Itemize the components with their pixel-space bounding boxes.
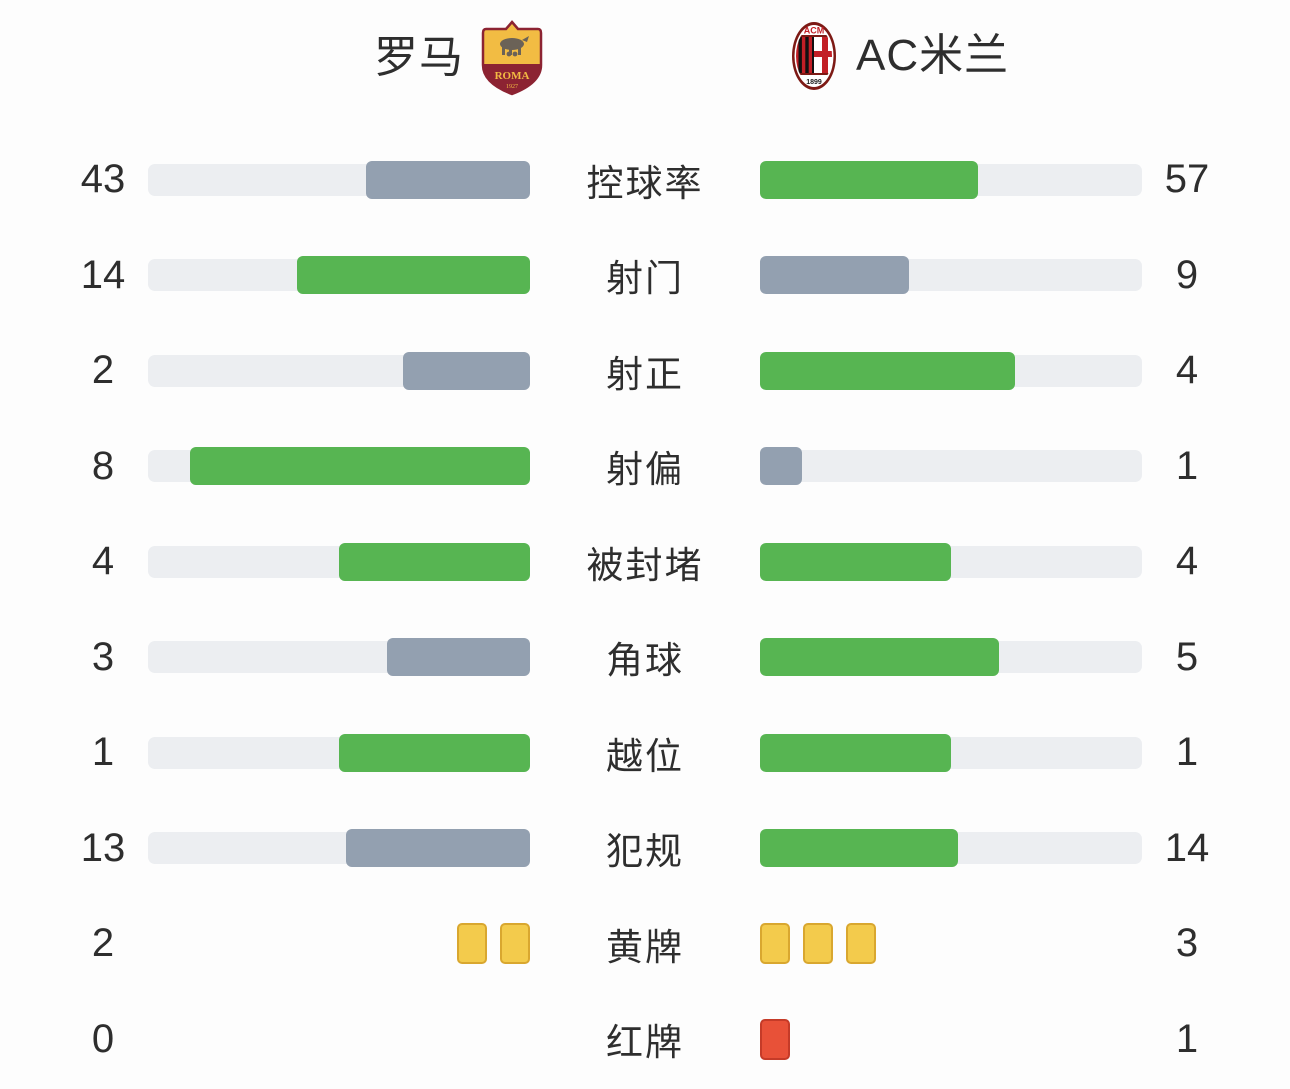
away-value: 5	[1175, 634, 1199, 679]
away-bar-fill	[760, 542, 951, 581]
home-value: 43	[80, 157, 126, 202]
yellow-card-icon	[457, 923, 487, 965]
away-bar-fill	[760, 638, 999, 677]
svg-text:ROMA: ROMA	[495, 70, 530, 82]
away-value: 4	[1175, 539, 1199, 584]
stat-row: 13 犯规 14	[0, 801, 1290, 897]
away-bar-fill	[760, 351, 1015, 390]
away-value: 4	[1175, 348, 1199, 393]
yellow-card-icon	[760, 923, 790, 965]
stats-rows: 43 控球率 57 14 射门 9 2 射正 4 8 射偏 1 4 被封堵 4 3 角球 5 1 越位 1 13 犯规 14 2…	[0, 132, 1290, 1087]
card-row: 2 黄牌 3	[0, 896, 1290, 992]
away-bar-track	[760, 256, 1142, 295]
away-value: 1	[1175, 443, 1199, 488]
stat-label: 黄牌	[606, 926, 684, 968]
svg-text:ACM: ACM	[804, 26, 825, 36]
away-bar-track	[760, 160, 1142, 199]
svg-text:1899: 1899	[806, 79, 822, 86]
away-bar-fill	[760, 256, 910, 295]
ac-milan-crest-icon: ACM 1899	[792, 22, 836, 90]
home-value: 4	[91, 539, 115, 584]
stat-row: 1 越位 1	[0, 705, 1290, 801]
svg-text:1927: 1927	[506, 84, 518, 90]
away-value: 1	[1175, 730, 1199, 775]
home-value: 1	[91, 730, 115, 775]
home-bar-track	[148, 160, 530, 199]
away-value: 1	[1175, 1016, 1199, 1061]
home-bar-track	[148, 447, 530, 486]
home-team-name: 罗马	[374, 33, 464, 82]
away-bar-fill	[760, 829, 959, 868]
home-bar-fill	[402, 351, 530, 390]
home-bar-fill	[339, 733, 530, 772]
home-bar-track	[148, 638, 530, 677]
home-bar-track	[148, 829, 530, 868]
stat-label: 射偏	[606, 449, 684, 491]
away-value: 3	[1175, 921, 1199, 966]
away-bar-track	[760, 542, 1142, 581]
home-bar-track	[148, 733, 530, 772]
home-value: 8	[91, 443, 115, 488]
home-bar-fill	[346, 829, 530, 868]
home-bar-fill	[365, 160, 530, 199]
away-value: 9	[1175, 252, 1199, 297]
home-value: 0	[91, 1016, 115, 1061]
stat-row: 4 被封堵 4	[0, 514, 1290, 610]
yellow-card-icon	[500, 923, 530, 965]
stat-label: 越位	[606, 735, 684, 777]
stat-row: 2 射正 4	[0, 323, 1290, 419]
home-bar-track	[148, 351, 530, 390]
home-bar-track	[148, 256, 530, 295]
yellow-card-icon	[803, 923, 833, 965]
stat-row: 3 角球 5	[0, 610, 1290, 706]
home-value: 2	[91, 348, 115, 393]
away-bar-fill	[760, 160, 978, 199]
red-card-icon	[760, 1018, 790, 1060]
away-card-zone	[760, 923, 1142, 965]
away-team-name: AC米兰	[856, 31, 1010, 80]
stat-label: 控球率	[586, 162, 704, 204]
stat-row: 43 控球率 57	[0, 132, 1290, 228]
away-bar-track	[760, 829, 1142, 868]
home-value: 13	[80, 825, 126, 870]
stat-row: 8 射偏 1	[0, 419, 1290, 515]
home-value: 3	[91, 634, 115, 679]
stat-label: 射正	[606, 353, 684, 395]
home-team-header: 罗马 ROMA 1927	[374, 20, 544, 96]
home-bar-fill	[386, 638, 530, 677]
home-card-zone	[148, 923, 530, 965]
away-value: 14	[1164, 825, 1210, 870]
away-bar-track	[760, 638, 1142, 677]
away-bar-track	[760, 733, 1142, 772]
away-bar-fill	[760, 447, 803, 486]
stat-label: 红牌	[606, 1022, 684, 1064]
card-row: 0 红牌 1	[0, 992, 1290, 1088]
home-bar-fill	[190, 447, 530, 486]
roma-crest-icon: ROMA 1927	[481, 20, 543, 96]
stat-label: 射门	[606, 258, 684, 300]
away-card-zone	[760, 1018, 1142, 1060]
stat-row: 14 射门 9	[0, 228, 1290, 324]
stat-label: 被封堵	[586, 544, 704, 586]
home-bar-fill	[297, 256, 530, 295]
away-team-header: ACM 1899 AC米兰	[790, 20, 1009, 92]
home-bar-fill	[339, 542, 530, 581]
away-bar-fill	[760, 733, 951, 772]
home-bar-track	[148, 542, 530, 581]
stat-label: 犯规	[606, 831, 684, 873]
away-value: 57	[1164, 157, 1210, 202]
home-value: 14	[80, 252, 126, 297]
home-value: 2	[91, 921, 115, 966]
stat-label: 角球	[606, 640, 684, 682]
away-bar-track	[760, 447, 1142, 486]
yellow-card-icon	[846, 923, 876, 965]
away-bar-track	[760, 351, 1142, 390]
